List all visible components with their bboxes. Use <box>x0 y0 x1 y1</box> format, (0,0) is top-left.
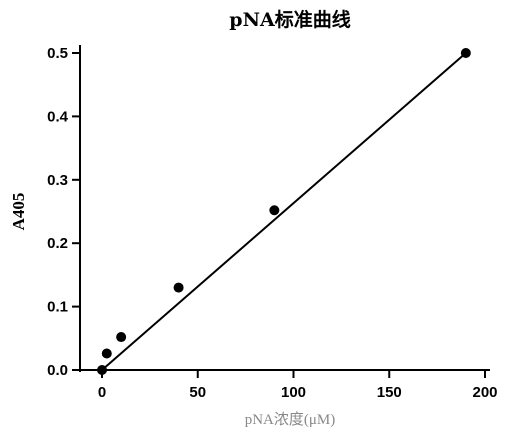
y-tick-label: 0.4 <box>47 108 69 125</box>
data-point <box>460 48 471 58</box>
chart-title: pNA标准曲线 <box>229 8 350 31</box>
fit-line <box>101 52 467 371</box>
y-tick-label: 0.1 <box>47 299 68 316</box>
y-tick-label: 0.5 <box>47 45 68 62</box>
x-tick-label: 150 <box>377 384 402 401</box>
plot-area <box>97 48 471 375</box>
x-tick-label: 0 <box>98 384 106 401</box>
x-tick-label: 200 <box>472 384 497 401</box>
data-point <box>269 205 280 216</box>
y-tick-label: 0.3 <box>47 172 68 189</box>
data-point <box>97 365 107 375</box>
data-point <box>116 332 127 343</box>
ticks: 0.0 0.1 0.2 0.3 0.4 0.5 0 50 100 150 200 <box>47 45 497 401</box>
axes <box>78 45 490 372</box>
x-tick-label: 100 <box>281 384 306 401</box>
x-axis-label: pNA浓度(μM) <box>245 411 336 428</box>
y-axis-label: A405 <box>9 193 28 231</box>
y-tick-label: 0.2 <box>47 235 68 252</box>
y-tick-label: 0.0 <box>47 362 68 379</box>
data-point <box>173 282 184 293</box>
data-point <box>101 348 112 359</box>
x-tick-label: 50 <box>189 384 206 401</box>
